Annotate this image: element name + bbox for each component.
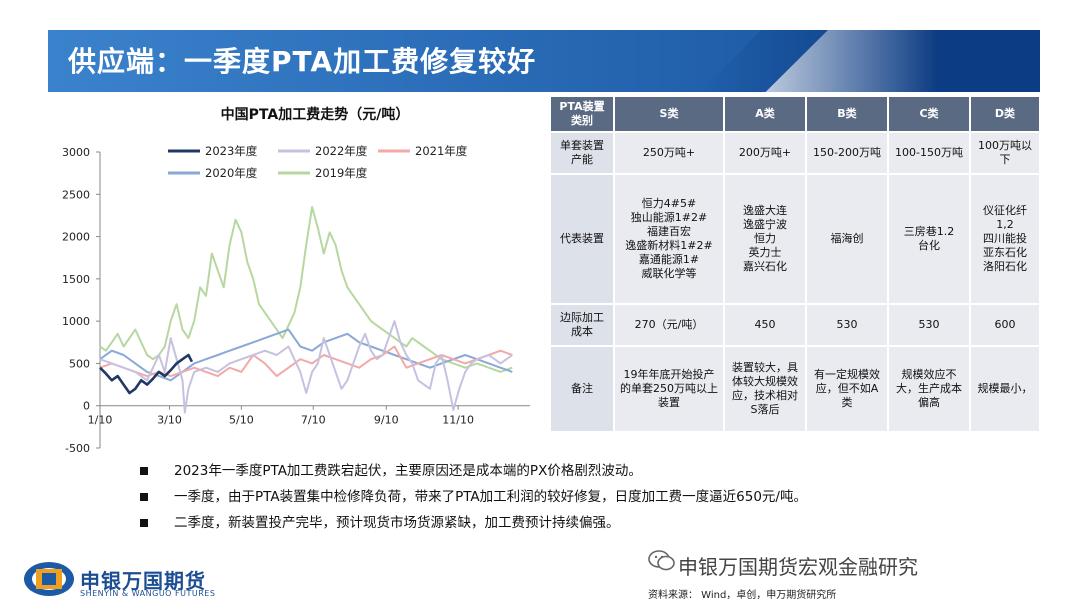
bullet-text: 二季度，新装置投产完毕，预计现货市场货源紧缺，加工费预计持续偏强。	[174, 515, 620, 531]
company-logo-icon	[24, 562, 74, 596]
bullet-text: 2023年一季度PTA加工费跌宕起伏，主要原因还是成本端的PX价格剧烈波动。	[174, 463, 642, 479]
watermark-text: 申银万国期货宏观金融研究	[678, 555, 918, 579]
y-tick-label: 0	[83, 400, 90, 413]
table-row-header: 代表装置	[549, 173, 615, 305]
x-tick-label: 11/10	[442, 414, 474, 427]
pta-category-table: PTA装置类别 S类 A类 B类 C类 D类 单套装置产能 250万吨+ 200万吨…	[549, 95, 1041, 433]
table-header: B类	[805, 95, 889, 133]
y-tick-label: 500	[69, 357, 90, 370]
legend-label: 2019年度	[315, 166, 368, 180]
table-header-s: S类	[659, 107, 679, 120]
chart-axes: 3000 2500 2000 1500 1000 500 0 -500 1/10 3/10 5/10…	[62, 146, 530, 455]
table-cell: 100万吨以下	[969, 131, 1041, 175]
y-tick-label: 3000	[62, 146, 90, 159]
bullet-text: 一季度，由于PTA装置集中检修降负荷，带来了PTA加工利润的较好修复，日度加工费…	[174, 489, 807, 505]
bullet-item: 一季度，由于PTA装置集中检修降负荷，带来了PTA加工利润的较好修复，日度加工费…	[140, 486, 807, 512]
legend-label: 2023年度	[205, 144, 258, 158]
table-header-c: C类	[919, 107, 939, 120]
table-row-header: 边际加工成本	[549, 303, 615, 347]
table-header-a: A类	[755, 107, 775, 120]
x-tick-label: 5/10	[229, 414, 254, 427]
source-note: 资料来源： Wind，卓创，申万期货研究所	[648, 590, 837, 601]
table-cell: 600	[969, 303, 1041, 347]
bullet-item: 二季度，新装置投产完毕，预计现货市场货源紧缺，加工费预计持续偏强。	[140, 512, 807, 538]
series-line-2019年度	[99, 206, 513, 373]
table-cell: 270（元/吨）	[613, 303, 725, 347]
series-line-2023年度	[99, 353, 194, 395]
table-header: C类	[887, 95, 971, 133]
table-row: 代表装置 恒力4#5# 独山能源1#2# 福建百宏 逸盛新材料1#2# 嘉通能源1…	[549, 173, 1041, 305]
chart-legend: 2023年度 2022年度 2021年度 2020年度 2019年度	[168, 144, 468, 180]
table-header: A类	[723, 95, 807, 133]
x-tick-label: 7/10	[301, 414, 326, 427]
table-cell: 530	[805, 303, 889, 347]
table-header-b: B类	[837, 107, 857, 120]
bullet-square-icon	[140, 519, 148, 527]
table-body: 单套装置产能 250万吨+ 200万吨+ 150-200万吨 100-150万吨 100万…	[549, 131, 1041, 433]
table-cell: 仪征化纤1,2 四川能投 亚东石化 洛阳石化	[969, 173, 1041, 305]
table-header: S类	[613, 95, 725, 133]
logo-name-en: SHENYIN & WANGUO FUTURES	[80, 589, 216, 598]
bullet-item: 2023年一季度PTA加工费跌宕起伏，主要原因还是成本端的PX价格剧烈波动。	[140, 460, 807, 486]
y-tick-label: -500	[65, 442, 90, 455]
table-cell: 450	[723, 303, 807, 347]
wechat-icon	[648, 550, 675, 571]
table-cell: 有一定规模效应，但不如A类	[805, 345, 889, 433]
table-row: 边际加工成本 270（元/吨） 450 530 530 600	[549, 303, 1041, 347]
chart-series-group	[99, 206, 513, 414]
table-header: D类	[969, 95, 1041, 133]
bullet-square-icon	[140, 467, 148, 475]
table-cell: 福海创	[805, 173, 889, 305]
y-tick-label: 1000	[62, 315, 90, 328]
table-row: 备注 19年年底开始投产的单套250万吨以上装置 装置较大，具体较大规模效应，技术相…	[549, 345, 1041, 433]
title-decoration	[700, 30, 1040, 92]
table-header-d: D类	[994, 107, 1016, 120]
table-cell: 200万吨+	[723, 131, 807, 175]
table-cell: 250万吨+	[613, 131, 725, 175]
table-row-header: 单套装置产能	[549, 131, 615, 175]
bullet-list: 2023年一季度PTA加工费跌宕起伏，主要原因还是成本端的PX价格剧烈波动。 一…	[140, 460, 807, 538]
table-cell: 规模最小，	[969, 345, 1041, 433]
legend-label: 2022年度	[315, 144, 368, 158]
chart-title: 中国PTA加工费走势（元/吨）	[220, 107, 410, 123]
logo-name-cn: 申银万国期货	[80, 569, 206, 593]
line-chart: 3000 2500 2000 1500 1000 500 0 -500 1/10 3/10 5/10…	[62, 144, 530, 455]
table-cell: 100-150万吨	[887, 131, 971, 175]
table-cell: 150-200万吨	[805, 131, 889, 175]
bullet-square-icon	[140, 493, 148, 501]
table-cell: 恒力4#5# 独山能源1#2# 福建百宏 逸盛新材料1#2# 嘉通能源1# 威联…	[613, 173, 725, 305]
series-line-2021年度	[99, 345, 513, 378]
table-row-header: 备注	[549, 345, 615, 433]
table-cell: 装置较大，具体较大规模效应，技术相对S落后	[723, 345, 807, 433]
table-cell: 逸盛大连 逸盛宁波 恒力 英力士 嘉兴石化	[723, 173, 807, 305]
table-cell: 三房巷1.2 台化	[887, 173, 971, 305]
x-tick-label: 3/10	[157, 414, 182, 427]
x-tick-label: 1/10	[88, 414, 113, 427]
series-line-2022年度	[99, 320, 513, 414]
y-tick-label: 2000	[62, 231, 90, 244]
title-band	[48, 30, 828, 92]
table-cell: 规模效应不大，生产成本偏高	[887, 345, 971, 433]
y-tick-label: 1500	[62, 273, 90, 286]
table-header: PTA装置类别	[549, 95, 615, 133]
slide-title: 供应端：一季度PTA加工费修复较好	[68, 45, 537, 78]
x-tick-label: 9/10	[374, 414, 399, 427]
table-header-category: PTA装置类别	[559, 100, 605, 127]
table-cell: 19年年底开始投产的单套250万吨以上装置	[613, 345, 725, 433]
legend-label: 2021年度	[415, 144, 468, 158]
legend-label: 2020年度	[205, 166, 258, 180]
table-cell: 530	[887, 303, 971, 347]
table-row: 单套装置产能 250万吨+ 200万吨+ 150-200万吨 100-150万吨 100万…	[549, 131, 1041, 175]
y-tick-label: 2500	[62, 188, 90, 201]
